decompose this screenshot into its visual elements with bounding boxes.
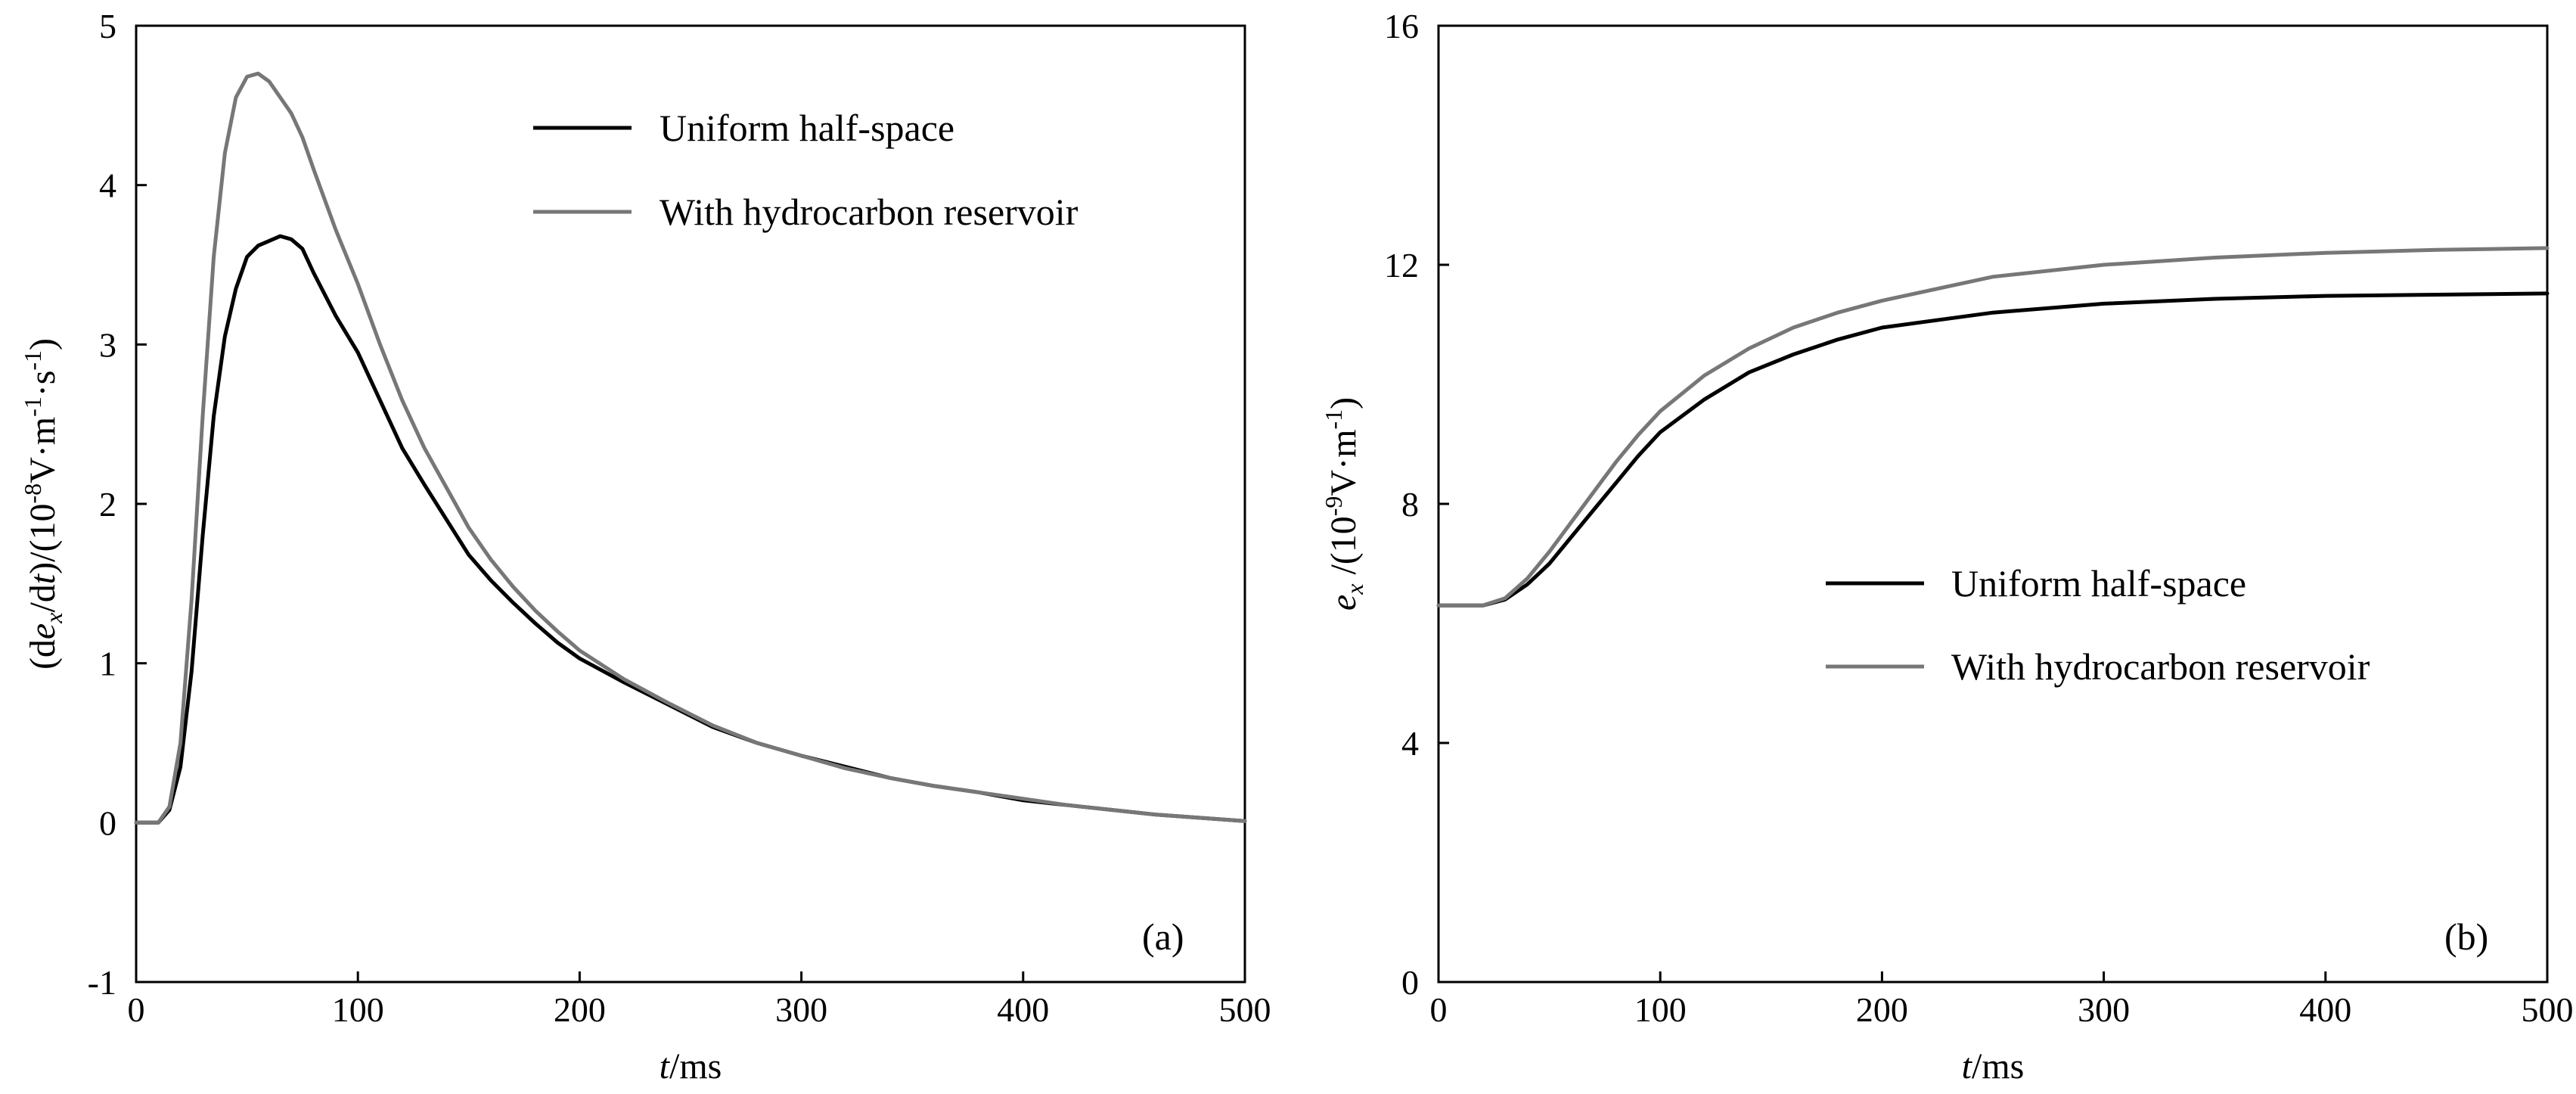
panel-a-tag: (a) xyxy=(1142,915,1184,958)
panel-a-ytick-label: 4 xyxy=(99,166,116,205)
legend-b-label-reservoir: With hydrocarbon reservoir xyxy=(1951,645,2370,688)
panel-a-ytick-label: 2 xyxy=(99,485,116,524)
panel-a-ytick-label: 5 xyxy=(99,7,116,45)
panel-a-ytick-label: 3 xyxy=(99,325,116,364)
panel-b-xtick-label: 500 xyxy=(2522,990,2574,1029)
panel-b-ytick-label: 12 xyxy=(1384,246,1419,284)
panel-a-ytick-label: 1 xyxy=(99,645,116,683)
panel-a-xtick-label: 500 xyxy=(1219,990,1271,1029)
panel-a-xtick-label: 300 xyxy=(775,990,827,1029)
panel-b-ytick-label: 0 xyxy=(1401,963,1419,1002)
panel-a-lines xyxy=(134,71,1247,825)
legend-b-label-uniform: Uniform half-space xyxy=(1951,562,2246,604)
panel-b-legend: Uniform half-space With hydrocarbon rese… xyxy=(1826,562,2370,688)
panel-b-ytick-label: 4 xyxy=(1401,724,1419,763)
legend-a-label-uniform: Uniform half-space xyxy=(660,107,954,149)
panel-a-chart: 0 100 200 300 400 500 -1 0 1 2 3 4 5 Uniform half-sp… xyxy=(19,7,1271,1086)
panel-a-xtick-label: 0 xyxy=(128,990,145,1029)
panel-b-ticks: 0 100 200 300 400 500 0 4 8 12 16 xyxy=(1384,7,2574,1029)
panel-a-legend: Uniform half-space With hydrocarbon rese… xyxy=(533,107,1079,233)
panel-a-frame xyxy=(135,24,1246,984)
panel-a-xtick-label: 200 xyxy=(554,990,606,1029)
panel-b-xtick-label: 200 xyxy=(1856,990,1908,1029)
panel-b-xtick-label: 100 xyxy=(1634,990,1687,1029)
panel-b-frame xyxy=(1437,24,2549,984)
panel-a-series-uniform-line xyxy=(134,234,1247,825)
panel-a-ticks: 0 100 200 300 400 500 -1 0 1 2 3 4 5 xyxy=(88,7,1271,1029)
panel-a-ytick-label: 0 xyxy=(99,803,116,842)
panel-b-xtick-label: 400 xyxy=(2299,990,2351,1029)
panel-b-xtick-label: 0 xyxy=(1430,990,1448,1029)
panel-a-xlabel: t/ms xyxy=(660,1046,722,1086)
panel-a-xtick-label: 400 xyxy=(997,990,1049,1029)
panel-b-ytick-label: 8 xyxy=(1401,485,1419,524)
panel-b-lines xyxy=(1436,246,2550,608)
panel-b-ylabel: ex /(10-9V·m-1) xyxy=(1320,397,1368,611)
panel-b-tag: (b) xyxy=(2444,915,2488,958)
panel-b-xtick-label: 300 xyxy=(2078,990,2130,1029)
panel-b-series-uniform-line xyxy=(1436,291,2550,608)
panel-b-series-reservoir-line xyxy=(1436,246,2550,608)
panel-a-series-reservoir-line xyxy=(134,71,1247,825)
panel-b-xlabel: t/ms xyxy=(1962,1046,2025,1086)
panel-a-xtick-label: 100 xyxy=(332,990,384,1029)
legend-a-label-reservoir: With hydrocarbon reservoir xyxy=(660,191,1079,233)
panel-b-ytick-label: 16 xyxy=(1384,7,1419,45)
panel-b-chart: 0 100 200 300 400 500 0 4 8 12 16 Uniform half-spa… xyxy=(1320,7,2574,1086)
panel-a-ylabel: (dex/dt)/(10-8V·m-1·s-1) xyxy=(19,338,67,670)
panel-a-ytick-label: -1 xyxy=(88,963,116,1002)
